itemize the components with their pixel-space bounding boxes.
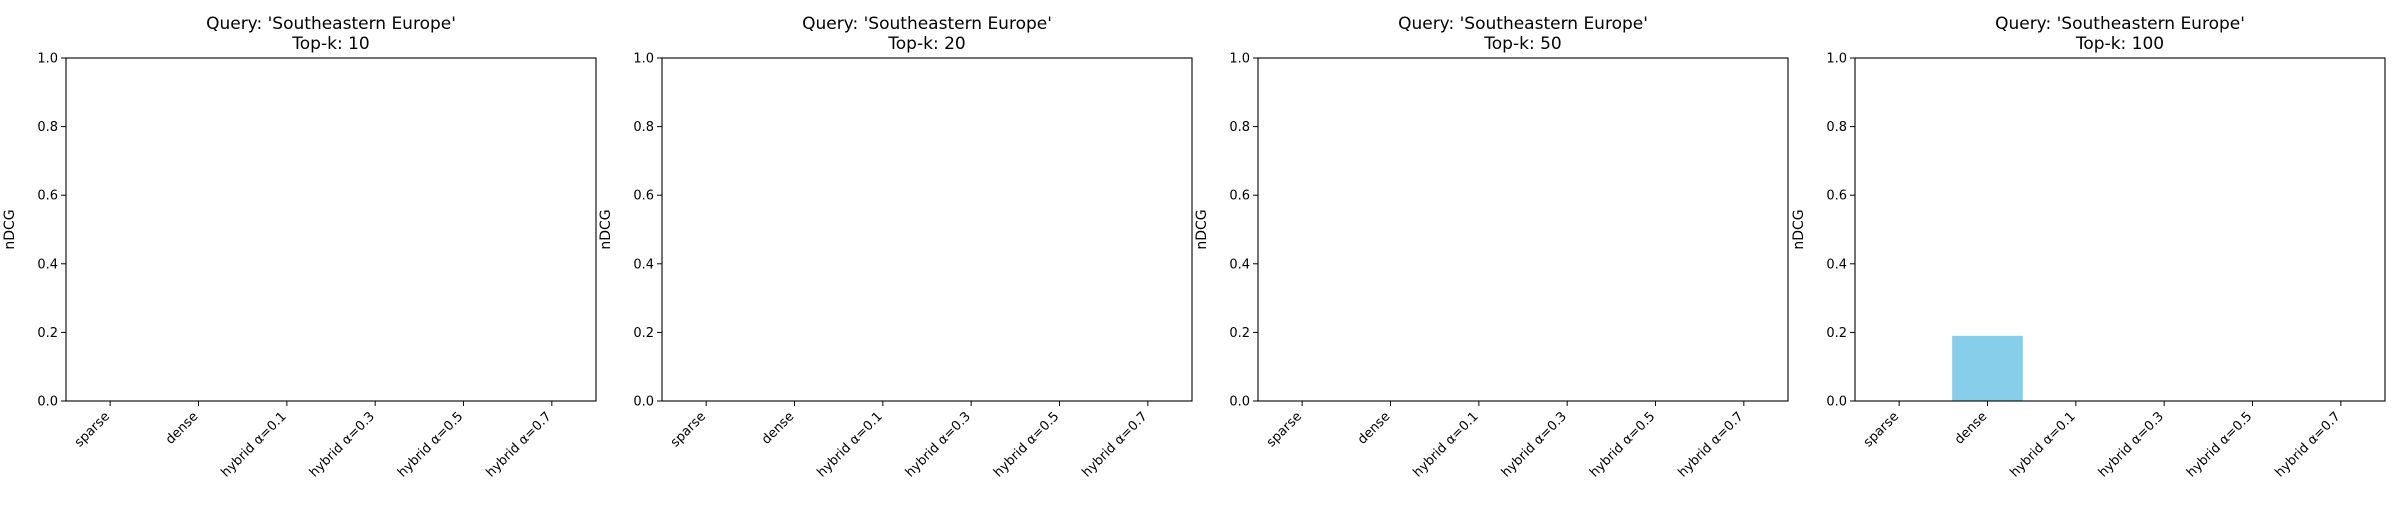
x-tick-label: sparse [72,409,113,450]
y-tick-label: 0.6 [37,189,58,204]
x-tick-label: dense [1952,409,1990,447]
chart-title: Query: 'Southeastern Europe' [802,14,1052,34]
y-tick-label: 0.0 [1229,395,1250,410]
y-tick-label: 0.2 [37,326,58,341]
x-tick-label: hybrid α=0.5 [2184,409,2255,480]
chart-panel-3: 0.0 0.2 0.4 0.6 0.8 1.0 sparse dense hybrid α=0.… [1194,14,1789,480]
chart-panel-4: 0.0 0.2 0.4 0.6 0.8 1.0 sparse dense hybrid α=0.… [1791,14,2386,480]
x-tick-label: hybrid α=0.7 [483,409,554,480]
y-tick-label: 0.4 [37,257,58,272]
chart-title: Query: 'Southeastern Europe' [206,14,456,34]
chart-subtitle: Top-k: 10 [291,34,369,54]
y-tick-label: 0.6 [633,189,654,204]
axes-frame [65,57,597,402]
chart-title: Query: 'Southeastern Europe' [1398,14,1648,34]
x-tick-label: hybrid α=0.7 [2272,409,2343,480]
x-tick-label: hybrid α=0.1 [1410,409,1481,480]
x-tick-label: dense [1355,409,1393,447]
x-tick-label: sparse [1264,409,1305,450]
y-tick-label: 0.6 [1229,189,1250,204]
chart-subtitle: Top-k: 100 [2075,34,2164,54]
y-tick-label: 1.0 [1229,52,1250,67]
x-tick-label: dense [163,409,201,447]
y-tick-label: 0.0 [1826,395,1847,410]
y-tick-label: 0.4 [1826,257,1847,272]
y-tick-label: 0.2 [633,326,654,341]
chart-panel-1: 0.0 0.2 0.4 0.6 0.8 1.0 sparse dense hybrid α=0.… [2,14,597,480]
y-tick-label: 0.2 [1229,326,1250,341]
chart-title: Query: 'Southeastern Europe' [1995,14,2245,34]
x-tick-label: hybrid α=0.1 [218,409,289,480]
x-tick-label: hybrid α=0.3 [903,409,974,480]
y-axis-label: nDCG [1791,209,1807,249]
y-tick-label: 0.0 [633,395,654,410]
chart-panel-2: 0.0 0.2 0.4 0.6 0.8 1.0 sparse dense hybrid α=0.… [598,14,1193,480]
x-tick-label: hybrid α=0.5 [991,409,1062,480]
chart-subtitle: Top-k: 50 [1483,34,1561,54]
axes-frame [1854,57,2386,402]
x-tick-label: hybrid α=0.5 [395,409,466,480]
y-tick-label: 0.8 [1229,120,1250,135]
x-tick-label: sparse [668,409,709,450]
x-tick-label: hybrid α=0.3 [1499,409,1570,480]
y-tick-label: 0.8 [633,120,654,135]
y-axis-label: nDCG [2,209,18,249]
y-tick-label: 1.0 [37,52,58,67]
y-tick-label: 1.0 [1826,52,1847,67]
y-tick-label: 0.0 [37,395,58,410]
x-tick-label: hybrid α=0.7 [1675,409,1746,480]
axes-frame [661,57,1193,402]
y-tick-label: 0.4 [1229,257,1250,272]
chart-subtitle: Top-k: 20 [887,34,965,54]
x-tick-label: hybrid α=0.7 [1079,409,1150,480]
y-tick-label: 0.4 [633,257,654,272]
axes-frame [1257,57,1789,402]
x-tick-label: hybrid α=0.3 [307,409,378,480]
y-axis-label: nDCG [1194,209,1210,249]
x-tick-label: sparse [1861,409,1902,450]
y-tick-label: 0.6 [1826,189,1847,204]
y-tick-label: 0.8 [1826,120,1847,135]
bar-4-2 [1952,335,2023,401]
y-tick-label: 1.0 [633,52,654,67]
y-tick-label: 0.8 [37,120,58,135]
x-tick-label: dense [759,409,797,447]
y-axis-label: nDCG [598,209,614,249]
x-tick-label: hybrid α=0.3 [2096,409,2167,480]
x-tick-label: hybrid α=0.1 [814,409,885,480]
x-tick-label: hybrid α=0.5 [1587,409,1658,480]
y-tick-label: 0.2 [1826,326,1847,341]
x-tick-label: hybrid α=0.1 [2007,409,2078,480]
